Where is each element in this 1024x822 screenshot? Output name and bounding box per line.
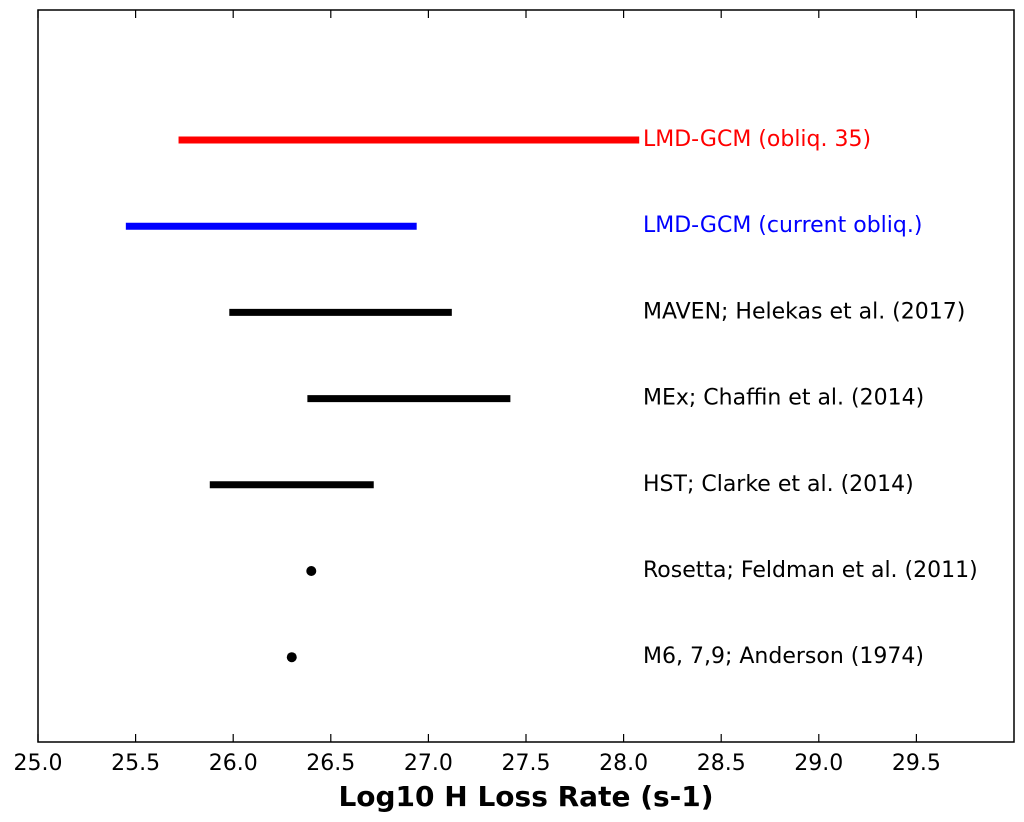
x-axis-title: Log10 H Loss Rate (s-1) xyxy=(338,780,713,813)
x-tick-label: 27.0 xyxy=(404,751,453,776)
x-tick-label: 29.5 xyxy=(892,751,941,776)
x-tick-label: 28.5 xyxy=(697,751,746,776)
x-tick-label: 29.0 xyxy=(794,751,843,776)
x-tick-label: 26.5 xyxy=(306,751,355,776)
x-tick-label: 25.5 xyxy=(111,751,160,776)
series-label: HST; Clarke et al. (2014) xyxy=(643,472,914,497)
data-marks: LMD-GCM (obliq. 35) LMD-GCM (current obli… xyxy=(125,127,978,669)
series-label: M6, 7,9; Anderson (1974) xyxy=(643,644,924,669)
data-point xyxy=(306,566,317,576)
x-tick-label: 27.5 xyxy=(502,751,551,776)
series-label: LMD-GCM (current obliq.) xyxy=(643,213,922,238)
data-point xyxy=(286,652,297,663)
x-tick-label: 28.0 xyxy=(599,751,648,776)
x-tick-label: 25.0 xyxy=(14,751,63,776)
series-label: MEx; Chaffin et al. (2014) xyxy=(643,386,924,411)
series-label: Rosetta; Feldman et al. (2011) xyxy=(643,558,978,583)
series-label: MAVEN; Helekas et al. (2017) xyxy=(643,299,965,324)
plot-frame xyxy=(37,9,1015,743)
x-axis-ticks: 25.0 25.5 26.0 26.5 27.0 27.5 28.0 28.5 29.0 29.5 xyxy=(14,10,941,776)
x-tick-label: 26.0 xyxy=(209,751,258,776)
series-label: LMD-GCM (obliq. 35) xyxy=(643,127,871,152)
